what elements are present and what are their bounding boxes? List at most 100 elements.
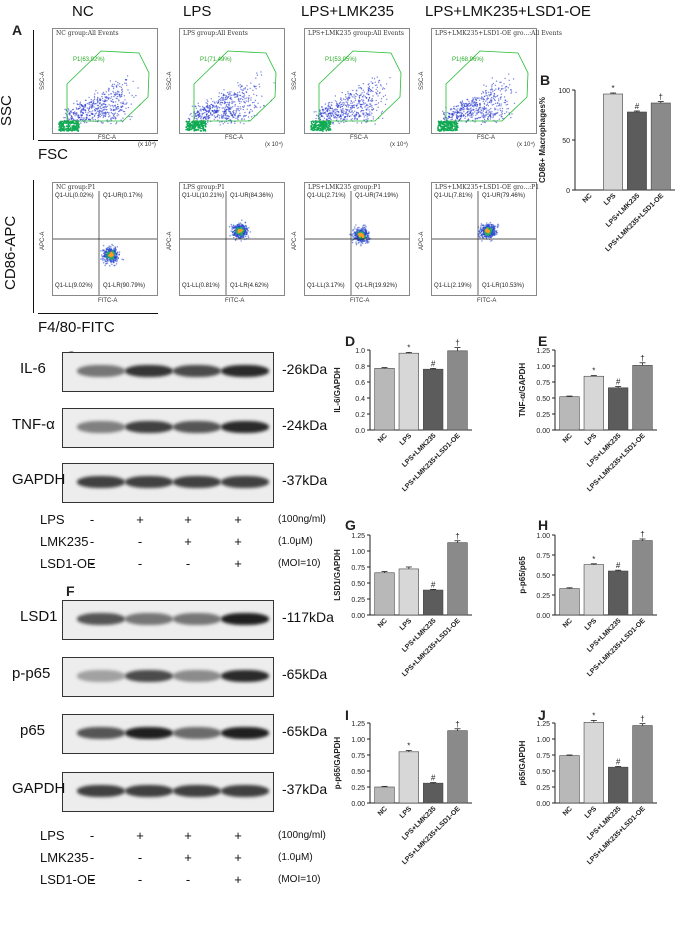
chart-y-tick-label: 0.25 [536, 785, 550, 792]
blot-strip [62, 714, 274, 754]
chart-y-tick-label: 0.00 [351, 801, 365, 808]
blot-band [125, 613, 173, 625]
chart-category-label: NC [377, 432, 389, 444]
quadrant-x-axis-label: FITC-A [225, 298, 245, 304]
chart-bar [447, 350, 468, 431]
chart-sig-mark: * [407, 343, 410, 352]
blot-kda: -37kDa [282, 781, 328, 797]
quadrant-dots [53, 191, 157, 295]
quadrant-plot-1: LPS group:P1 Q1-UL(10.21%) Q1-UR(84.36%) Q1… [179, 182, 285, 296]
fsc-axis-label: FSC [38, 146, 68, 163]
quadrant-plot-title: LPS+LMK235 group:P1 [308, 184, 382, 191]
chart-bar [374, 786, 395, 804]
chart-y-tick-label: 0.8 [355, 364, 365, 371]
chart-bar [374, 572, 395, 616]
chart-bar [559, 588, 580, 616]
treatment-note: (1.0μM) [278, 852, 313, 863]
blot-row-label: GAPDH [12, 780, 66, 797]
treatment-sign: - [185, 872, 191, 887]
blot-band [125, 421, 173, 433]
blot-kda: -24kDa [282, 417, 328, 433]
blot-band [125, 365, 173, 377]
chart-y-tick-label: 0.6 [355, 380, 365, 387]
chart-category-label: NC [562, 805, 574, 817]
chart-y-tick-label: 0.00 [536, 801, 550, 808]
treatment-sign: + [234, 828, 242, 843]
chart-category-label: NC [377, 805, 389, 817]
chart-y-tick-label: 1.00 [536, 364, 550, 371]
blot-band [173, 670, 221, 682]
blot-row-label: LSD1 [20, 608, 58, 625]
blot-strip [62, 408, 274, 448]
chart-y-tick-label: 0.50 [536, 573, 550, 580]
scatter-dots [310, 50, 402, 132]
treatment-sign: + [234, 556, 242, 571]
blot-band [221, 476, 269, 488]
blot-band [173, 421, 221, 433]
chart-y-tick-label: 0.50 [351, 581, 365, 588]
chart-y-axis-label: LSD1/GAPDH [333, 549, 342, 601]
treatment-sign: + [136, 828, 144, 843]
treatment-sign: + [184, 828, 192, 843]
blot-band [125, 727, 173, 739]
quadrant-plot-title: LPS group:P1 [183, 184, 225, 191]
chart-bar [632, 725, 653, 804]
chart-y-tick-label: 1.0 [355, 348, 365, 355]
chart-sig-mark: # [635, 102, 640, 111]
treatment-sign: - [137, 850, 143, 865]
chart-sig-mark: # [431, 580, 436, 589]
scatter-x-axis-label: FSC-A [477, 135, 495, 141]
treatment-note: (100ng/ml) [278, 830, 326, 841]
blot-strip [62, 463, 274, 503]
quadrant-dots [305, 191, 409, 295]
blot-band [221, 613, 269, 625]
treatment-sign: - [89, 556, 95, 571]
group-header-nc: NC [72, 3, 94, 20]
cd86-arrow [33, 180, 34, 313]
chart-bar [423, 782, 444, 804]
panel-letter-i: I [345, 707, 349, 723]
quadrant-ul: Q1-UL(0.02%) [55, 193, 94, 199]
chart-sig-mark: † [455, 720, 459, 729]
group-header-lmk: LPS+LMK235 [301, 3, 394, 20]
chart-y-axis-label: p-p65/p65 [518, 556, 527, 594]
chart-y-tick-label: 1.25 [351, 721, 365, 728]
blot-band [125, 670, 173, 682]
scatter-x-scale: (x 10⁴) [138, 142, 156, 148]
treatment-sign: - [89, 872, 95, 887]
chart-bar [374, 368, 395, 431]
treatment-sign: - [89, 512, 95, 527]
chart-bar [583, 564, 604, 616]
quadrant-ll: Q1-LL(2.19%) [434, 283, 472, 289]
treatment-sign: - [137, 534, 143, 549]
treatment-label: LPS [40, 828, 65, 843]
chart-y-tick-label: 0.25 [536, 593, 550, 600]
chart-bar [398, 568, 419, 616]
chart-sig-mark: * [592, 555, 595, 564]
treatment-label: LMK235 [40, 850, 89, 865]
blot-band [221, 785, 269, 797]
chart-bar [650, 102, 671, 191]
chart-category-label: LPS [399, 805, 414, 820]
scatter-dots [58, 50, 150, 132]
blot-band [77, 613, 125, 625]
treatment-sign: - [89, 828, 95, 843]
treatment-sign: - [185, 556, 191, 571]
chart-category-label: LPS [584, 617, 599, 632]
blot-kda: -37kDa [282, 472, 328, 488]
blot-band [173, 476, 221, 488]
chart-y-tick-label: 0.0 [355, 428, 365, 435]
treatment-sign: - [89, 534, 95, 549]
chart-sig-mark: # [616, 377, 621, 386]
quadrant-ul: Q1-UL(10.21%) [182, 193, 225, 199]
scatter-gate-label: P1(68.96%) [452, 57, 484, 63]
treatment-label: LMK235 [40, 534, 89, 549]
treatment-sign: - [137, 556, 143, 571]
chart-bar [603, 93, 623, 191]
blot-band [125, 785, 173, 797]
treatment-note: (MOI=10) [278, 874, 321, 885]
panel-letter-f: F [66, 583, 75, 599]
blot-band [221, 727, 269, 739]
